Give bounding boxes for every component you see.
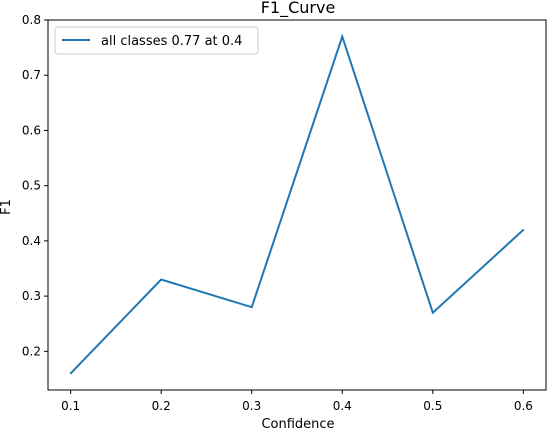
- x-tick-label: 0.1: [61, 399, 80, 413]
- series-point: [69, 372, 72, 375]
- y-tick-label: 0.7: [22, 68, 41, 82]
- y-axis-label: F1: [0, 199, 14, 215]
- series-point: [522, 229, 525, 231]
- series-point: [432, 311, 434, 314]
- x-tick-label: 0.6: [514, 399, 533, 413]
- legend-box: [54, 26, 259, 55]
- x-tick-label: 0.4: [333, 399, 352, 413]
- y-tick-label: 0.2: [22, 344, 41, 358]
- series-line: [69, 33, 525, 375]
- y-tick-label: 0.8: [22, 13, 41, 27]
- x-tick-label: 0.3: [242, 399, 261, 413]
- axis-ticks: 0.1 0.2 0.3 0.4 0.5 0.6 0.2 0.3 0.4 0.5 0.6 0.7 0.8: [22, 13, 533, 413]
- y-tick-label: 0.5: [22, 179, 41, 193]
- series-point: [341, 35, 344, 38]
- x-tick-label: 0.2: [152, 399, 171, 413]
- series-point: [250, 306, 253, 308]
- series-point: [160, 278, 162, 281]
- y-tick-label: 0.4: [22, 234, 41, 248]
- plot-frame: [47, 19, 547, 391]
- y-tick-label: 0.6: [22, 123, 41, 137]
- series-layer: [69, 33, 525, 375]
- y-tick-label: 0.3: [22, 289, 41, 303]
- x-axis-label: Confidence: [261, 417, 334, 430]
- x-tick-label: 0.5: [423, 399, 442, 413]
- legend-label: all classes 0.77 at 0.4: [101, 34, 242, 49]
- chart-title: F1_Curve: [261, 0, 336, 18]
- legend: all classes 0.77 at 0.4: [54, 26, 259, 55]
